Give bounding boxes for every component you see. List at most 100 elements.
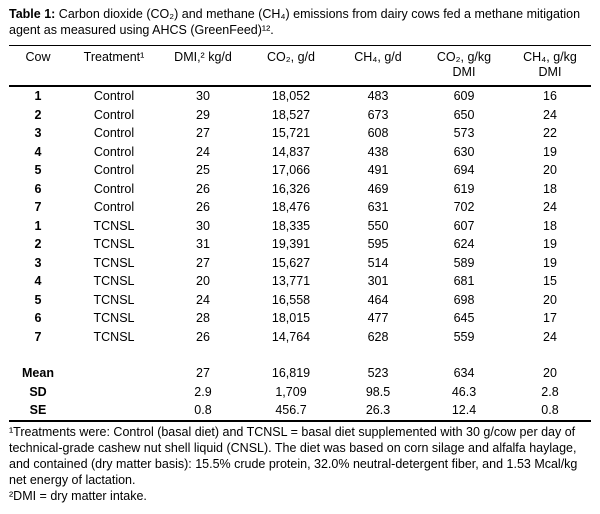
- footnote-dmi: ²DMI = dry matter intake.: [9, 488, 147, 503]
- table-row: 1 TCNSL 30 18,335 550 607 18: [9, 217, 591, 236]
- ch4-cell: 550: [367, 218, 389, 233]
- co2-per-dmi-cell: 607: [453, 218, 475, 233]
- ch4-cell: 483: [367, 89, 389, 103]
- cow-cell: 3: [34, 255, 42, 270]
- table-row: 7 Control 26 18,476 631 702 24: [9, 198, 591, 217]
- dmi-cell: 27: [196, 255, 210, 270]
- column-header: CO₂, g/kg DMI: [419, 45, 509, 87]
- cow-cell: 2: [34, 107, 42, 122]
- table-row: 1 Control 30 18,052 483 609 16: [9, 86, 591, 106]
- co2-per-dmi-cell: 645: [453, 311, 475, 325]
- ch4-cell: 514: [367, 255, 389, 270]
- summary-label-cell: Mean: [22, 366, 54, 380]
- co2-cell: 1,709: [275, 384, 307, 399]
- cow-cell: 3: [34, 126, 42, 140]
- cow-cell: 5: [34, 292, 42, 307]
- table-row: 4 TCNSL 20 13,771 301 681 15: [9, 272, 591, 291]
- co2-cell: 14,837: [271, 144, 311, 159]
- co2-cell: 15,627: [271, 255, 311, 270]
- dmi-cell: 27: [196, 366, 210, 380]
- dmi-cell: 26: [196, 329, 210, 344]
- treatment-cell: Control: [93, 126, 135, 140]
- table-row: 2 TCNSL 31 19,391 595 624 19: [9, 235, 591, 254]
- emissions-table: Cow Treatment¹ DMI,² kg/d CO₂, g/d CH₄, …: [9, 45, 591, 422]
- ch4-cell: 628: [367, 329, 389, 344]
- table-row: 6 Control 26 16,326 469 619 18: [9, 180, 591, 199]
- co2-per-dmi-cell: 589: [453, 255, 475, 270]
- cow-cell: 7: [34, 200, 42, 214]
- co2-cell: 18,476: [271, 200, 311, 214]
- table-summary: Mean 27 16,819 523 634 20 SD 2.9 1,709 9…: [9, 364, 591, 421]
- ch4-per-dmi-cell: 24: [543, 200, 557, 214]
- footnote-treatments: ¹Treatments were: Control (basal diet) a…: [9, 424, 578, 487]
- cow-cell: 2: [34, 237, 42, 251]
- co2-per-dmi-cell: 650: [453, 107, 475, 122]
- table-caption: Table 1: Carbon dioxide (CO₂) and methan…: [9, 6, 591, 38]
- cow-cell: 4: [34, 274, 42, 288]
- ch4-cell: 673: [367, 107, 389, 122]
- treatment-cell: Control: [93, 144, 135, 159]
- co2-per-dmi-cell: 609: [453, 89, 475, 103]
- ch4-cell: 595: [367, 237, 389, 251]
- column-header: CH₄, g/d: [337, 45, 419, 87]
- co2-per-dmi-cell: 634: [453, 366, 475, 380]
- treatment-cell: [67, 383, 161, 402]
- dmi-cell: 30: [196, 89, 210, 103]
- column-header: Cow: [9, 45, 67, 87]
- co2-cell: 16,326: [271, 181, 311, 196]
- table-row: 5 TCNSL 24 16,558 464 698 20: [9, 291, 591, 310]
- co2-per-dmi-cell: 559: [453, 329, 475, 344]
- ch4-per-dmi-cell: 20: [543, 292, 557, 307]
- ch4-per-dmi-cell: 22: [543, 126, 557, 140]
- table-caption-label: Table 1:: [9, 7, 56, 21]
- treatment-cell: Control: [93, 163, 135, 177]
- table-row: 7 TCNSL 26 14,764 628 559 24: [9, 328, 591, 347]
- treatment-cell: TCNSL: [93, 329, 135, 344]
- table-row: 3 Control 27 15,721 608 573 22: [9, 124, 591, 143]
- treatment-cell: Control: [93, 107, 135, 122]
- table-header-row: Cow Treatment¹ DMI,² kg/d CO₂, g/d CH₄, …: [9, 45, 591, 87]
- table-row: 4 Control 24 14,837 438 630 19: [9, 143, 591, 162]
- co2-per-dmi-cell: 694: [453, 163, 475, 177]
- cow-cell: 6: [34, 181, 42, 196]
- ch4-cell: 477: [367, 311, 389, 325]
- cow-cell: 1: [34, 218, 42, 233]
- co2-per-dmi-cell: 624: [453, 237, 475, 251]
- treatment-cell: TCNSL: [93, 255, 135, 270]
- ch4-cell: 608: [367, 126, 389, 140]
- ch4-cell: 464: [367, 292, 389, 307]
- table-caption-text: Carbon dioxide (CO₂) and methane (CH₄) e…: [9, 7, 581, 37]
- treatment-cell: TCNSL: [93, 292, 135, 307]
- table-body: 1 Control 30 18,052 483 609 16 2 Control…: [9, 86, 591, 346]
- treatment-cell: TCNSL: [93, 218, 135, 233]
- cow-cell: 7: [34, 329, 42, 344]
- ch4-per-dmi-cell: 19: [543, 255, 557, 270]
- table-row: 6 TCNSL 28 18,015 477 645 17: [9, 309, 591, 328]
- co2-cell: 18,015: [271, 311, 311, 325]
- ch4-per-dmi-cell: 0.8: [541, 403, 559, 417]
- dmi-cell: 26: [196, 200, 210, 214]
- ch4-per-dmi-cell: 18: [543, 218, 557, 233]
- dmi-cell: 29: [196, 107, 210, 122]
- co2-per-dmi-cell: 702: [453, 200, 475, 214]
- column-header: CO₂, g/d: [245, 45, 337, 87]
- ch4-cell: 631: [367, 200, 389, 214]
- co2-cell: 14,764: [271, 329, 311, 344]
- ch4-per-dmi-cell: 19: [543, 144, 557, 159]
- co2-per-dmi-cell: 573: [453, 126, 475, 140]
- summary-row: SD 2.9 1,709 98.5 46.3 2.8: [9, 383, 591, 402]
- ch4-per-dmi-cell: 24: [543, 107, 557, 122]
- ch4-cell: 301: [367, 274, 389, 288]
- cow-cell: 6: [34, 311, 42, 325]
- dmi-cell: 2.9: [194, 384, 212, 399]
- co2-cell: 18,052: [271, 89, 311, 103]
- ch4-per-dmi-cell: 17: [543, 311, 557, 325]
- summary-row: Mean 27 16,819 523 634 20: [9, 364, 591, 383]
- dmi-cell: 24: [196, 144, 210, 159]
- cow-cell: 1: [34, 89, 42, 103]
- ch4-per-dmi-cell: 19: [543, 237, 557, 251]
- treatment-cell: Control: [93, 200, 135, 214]
- table-footnotes: ¹Treatments were: Control (basal diet) a…: [9, 424, 591, 504]
- table-row: 2 Control 29 18,527 673 650 24: [9, 106, 591, 125]
